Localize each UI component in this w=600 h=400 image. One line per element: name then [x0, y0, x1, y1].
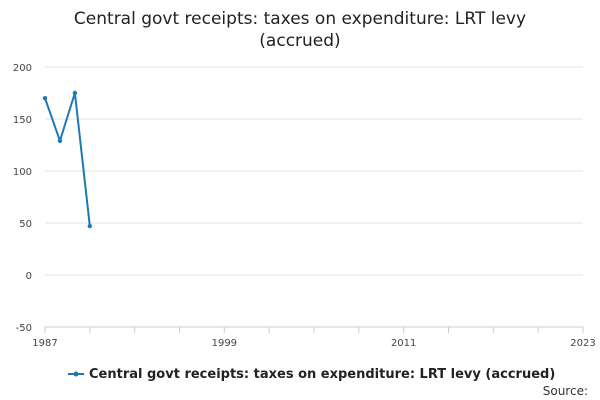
source-label: Source: [543, 384, 588, 398]
x-tick-label: 2023 [570, 338, 595, 349]
data-point[interactable] [72, 90, 78, 96]
x-tick-label: 1987 [32, 338, 57, 349]
data-point[interactable] [42, 96, 48, 101]
x-tick-label: 1999 [212, 338, 237, 349]
y-tick-label: 0 [26, 271, 32, 282]
y-tick-label: -50 [16, 323, 32, 334]
y-axis: 200 150 100 50 0 -50 [13, 63, 32, 334]
chart-title-line-2: (accrued) [259, 31, 340, 51]
legend-label: Central govt receipts: taxes on expendit… [89, 367, 555, 382]
y-tick-label: 150 [13, 115, 32, 126]
data-point[interactable] [87, 223, 93, 229]
x-axis [44, 326, 584, 333]
data-point[interactable] [57, 138, 63, 144]
series-lines [42, 90, 93, 229]
legend[interactable]: Central govt receipts: taxes on expendit… [68, 367, 555, 382]
legend-marker [73, 371, 79, 377]
x-axis-labels: 1987 1999 2011 2023 [32, 338, 595, 349]
chart-title-line-1: Central govt receipts: taxes on expendit… [74, 9, 526, 29]
y-tick-label: 200 [13, 63, 32, 74]
x-tick-label: 2011 [391, 338, 416, 349]
gridlines [45, 66, 583, 276]
y-tick-label: 50 [19, 219, 32, 230]
y-tick-label: 100 [13, 167, 32, 178]
series-line [44, 92, 91, 227]
